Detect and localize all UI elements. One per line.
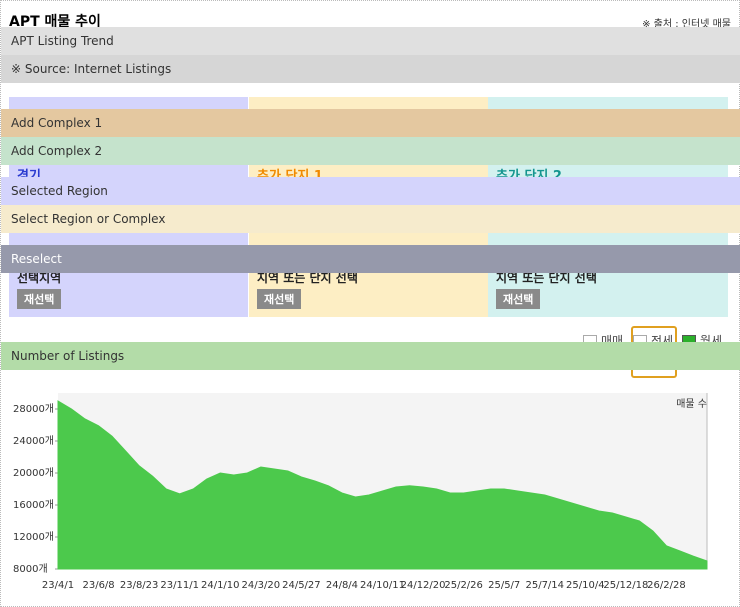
x-tick-label: 24/12/20 <box>401 580 446 591</box>
y-tick-label: 12000개 <box>13 531 54 543</box>
x-tick-label: 24/10/11 <box>360 580 405 591</box>
y-tick-label: 28000개 <box>13 403 54 415</box>
overlay-label: Selected Region <box>1 177 740 205</box>
source-note: ※ 출처 : 인터넷 매물 <box>642 19 731 30</box>
reselect-button[interactable]: 재선택 <box>17 289 62 309</box>
y-tick-label: 20000개 <box>13 467 54 479</box>
legend-label: 매물 수 <box>676 398 707 410</box>
y-tick-label: 24000개 <box>13 435 54 447</box>
x-tick-label: 24/3/20 <box>242 580 281 591</box>
x-tick-label: 24/1/10 <box>201 580 240 591</box>
x-tick-label: 23/6/8 <box>82 580 114 591</box>
y-tick-label: 16000개 <box>13 499 54 511</box>
reselect-button[interactable]: 재선택 <box>257 289 302 309</box>
selected-text: 선택지역 <box>17 271 62 285</box>
x-tick-label: 25/2/26 <box>444 580 483 591</box>
overlay-label: APT Listing Trend <box>1 27 740 55</box>
x-tick-label: 26/2/28 <box>647 580 686 591</box>
x-tick-label: 25/7/14 <box>525 580 564 591</box>
overlay-label: Add Complex 2 <box>1 137 740 165</box>
overlay-label: Number of Listings <box>1 342 740 370</box>
x-tick-label: 23/11/1 <box>160 580 199 591</box>
overlay-label: Reselect <box>1 245 740 273</box>
x-tick-label: 24/5/27 <box>282 580 321 591</box>
x-tick-label: 23/4/1 <box>42 580 74 591</box>
reselect-button[interactable]: 재선택 <box>496 289 541 309</box>
selected-text: 지역 또는 단지 선택 <box>257 271 358 285</box>
page-title: APT 매물 추이 <box>9 14 101 30</box>
overlay-label: Add Complex 1 <box>1 109 740 137</box>
area <box>57 400 708 570</box>
overlay-label: ※ Source: Internet Listings <box>1 55 740 83</box>
selected-text: 지역 또는 단지 선택 <box>496 271 597 285</box>
x-tick-label: 25/12/18 <box>603 580 648 591</box>
x-tick-label: 23/8/23 <box>120 580 159 591</box>
x-tick-label: 24/8/4 <box>326 580 358 591</box>
y-tick-label: 8000개 <box>13 563 48 575</box>
x-tick-label: 25/5/7 <box>488 580 520 591</box>
overlay-label: Select Region or Complex <box>1 205 740 233</box>
x-tick-label: 25/10/4 <box>566 580 605 591</box>
